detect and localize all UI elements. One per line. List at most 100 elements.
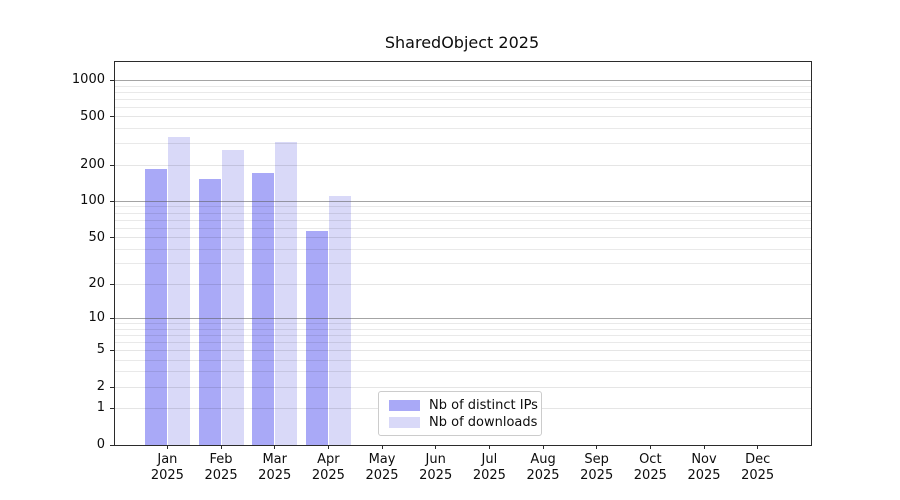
grid-layer — [115, 62, 811, 445]
y-tick-mark-100 — [110, 200, 114, 202]
y-tick-label-200: 200 — [80, 157, 105, 173]
x-tick-year: 2025 — [633, 468, 667, 483]
x-tick-mark-feb — [220, 445, 222, 449]
x-tick-month: Mar — [262, 452, 287, 467]
gridline-minor-80 — [115, 212, 811, 214]
gridline-minor-30 — [115, 263, 811, 265]
gridline-minor-3 — [115, 371, 811, 373]
x-tick-mark-oct — [649, 445, 651, 449]
x-tick-mark-apr — [327, 445, 329, 449]
y-tick-label-5: 5 — [96, 342, 105, 358]
x-tick-label-jul: Jul 2025 — [461, 452, 517, 484]
x-tick-month: Feb — [209, 452, 233, 467]
x-tick-mark-mar — [274, 445, 276, 449]
x-tick-label-feb: Feb 2025 — [193, 452, 249, 484]
bar-distinct-ips-mar — [252, 173, 275, 445]
x-tick-label-dec: Dec 2025 — [730, 452, 786, 484]
bar-distinct-ips-apr — [305, 230, 328, 445]
x-tick-year: 2025 — [419, 468, 453, 483]
y-tick-mark-5 — [110, 349, 114, 351]
gridline-minor-8 — [115, 328, 811, 330]
x-tick-year: 2025 — [258, 468, 292, 483]
x-tick-month: Apr — [317, 452, 340, 467]
bar-distinct-ips-jan — [144, 168, 167, 445]
y-tick-label-100: 100 — [80, 193, 105, 209]
x-tick-label-oct: Oct 2025 — [622, 452, 678, 484]
x-tick-year: 2025 — [580, 468, 614, 483]
gridline-minor-4 — [115, 359, 811, 361]
x-tick-label-nov: Nov 2025 — [676, 452, 732, 484]
legend-row-distinct-ips: Nb of distinct IPs — [389, 397, 538, 414]
y-tick-label-0: 0 — [96, 437, 105, 452]
gridline-minor-600 — [115, 106, 811, 108]
gridline-minor-70 — [115, 219, 811, 221]
x-tick-mark-sep — [596, 445, 598, 449]
x-tick-year: 2025 — [472, 468, 506, 483]
gridline-minor-700 — [115, 98, 811, 100]
x-tick-label-jun: Jun 2025 — [408, 452, 464, 484]
y-tick-mark-1000 — [110, 79, 114, 81]
x-tick-month: Dec — [745, 452, 771, 467]
distinct-ips-swatch-icon — [389, 400, 420, 411]
x-tick-mark-may — [381, 445, 383, 449]
x-tick-month: Oct — [639, 452, 662, 467]
bar-downloads-jan — [167, 136, 190, 445]
y-tick-label-2: 2 — [96, 379, 105, 395]
x-tick-month: Jul — [481, 452, 498, 467]
chart-title: SharedObject 2025 — [384, 33, 540, 52]
x-tick-label-may: May 2025 — [354, 452, 410, 484]
gridline-500 — [115, 116, 811, 118]
gridline-minor-40 — [115, 248, 811, 250]
x-tick-year: 2025 — [741, 468, 775, 483]
bar-downloads-feb — [221, 150, 244, 445]
x-tick-year: 2025 — [204, 468, 238, 483]
x-tick-month: Jan — [157, 452, 178, 467]
y-tick-mark-20 — [110, 283, 114, 285]
x-tick-year: 2025 — [311, 468, 345, 483]
x-tick-mark-nov — [703, 445, 705, 449]
bar-distinct-ips-feb — [198, 178, 221, 445]
x-tick-label-sep: Sep 2025 — [569, 452, 625, 484]
y-tick-mark-0 — [110, 444, 114, 446]
x-tick-year: 2025 — [687, 468, 721, 483]
gridline-minor-60 — [115, 227, 811, 229]
gridline-minor-6 — [115, 341, 811, 343]
gridline-10 — [115, 317, 811, 319]
legend-label: Nb of downloads — [429, 415, 538, 430]
gridline-minor-400 — [115, 128, 811, 130]
gridline-20 — [115, 283, 811, 285]
y-tick-label-20: 20 — [88, 276, 105, 292]
gridline-minor-900 — [115, 85, 811, 87]
plot-area: 0 1 2 5 10 20 50 100 200 500 1000 Jan 2025 Feb 2025 Mar… — [72, 61, 812, 483]
x-tick-month: Nov — [691, 452, 717, 467]
legend-row-downloads: Nb of downloads — [389, 414, 537, 431]
x-tick-month: Aug — [530, 452, 556, 467]
y-tick-mark-2 — [110, 386, 114, 388]
y-tick-label-1: 1 — [96, 400, 105, 416]
bars-layer — [115, 62, 811, 445]
x-tick-month: Jun — [425, 452, 446, 467]
gridline-100 — [115, 200, 811, 202]
gridline-50 — [115, 237, 811, 239]
gridline-5 — [115, 349, 811, 351]
y-tick-mark-1 — [110, 407, 114, 409]
y-tick-label-1000: 1000 — [71, 72, 105, 88]
bar-downloads-mar — [275, 141, 298, 445]
x-tick-label-apr: Apr 2025 — [300, 452, 356, 484]
x-tick-mark-jul — [488, 445, 490, 449]
downloads-swatch-icon — [389, 417, 420, 428]
x-tick-year: 2025 — [150, 468, 184, 483]
gridline-minor-800 — [115, 91, 811, 93]
y-tick-mark-50 — [110, 237, 114, 239]
gridline-minor-9 — [115, 323, 811, 324]
y-tick-mark-10 — [110, 317, 114, 319]
y-tick-label-50: 50 — [88, 229, 105, 245]
x-tick-month: May — [368, 452, 396, 467]
axis-layer: 0 1 2 5 10 20 50 100 200 500 1000 Jan 2025 Feb 2025 Mar… — [72, 62, 811, 483]
y-tick-mark-200 — [110, 164, 114, 166]
gridline-1000 — [115, 79, 811, 81]
x-tick-mark-aug — [542, 445, 544, 449]
y-tick-mark-500 — [110, 116, 114, 118]
gridline-2 — [115, 386, 811, 388]
